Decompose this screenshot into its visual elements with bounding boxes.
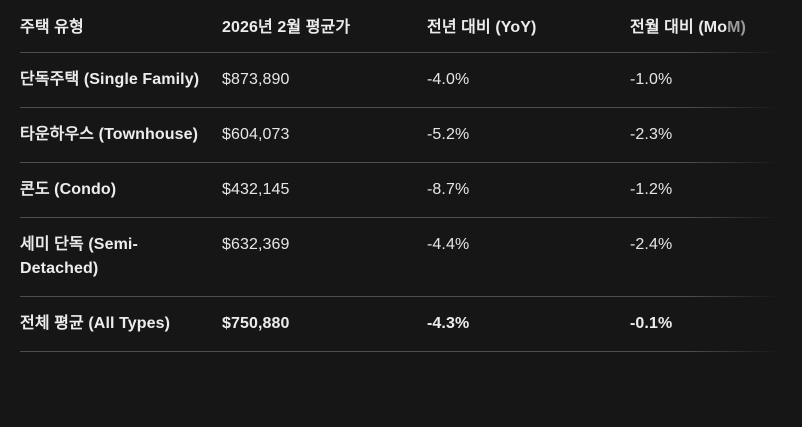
cell-housing-type: 단독주택 (Single Family) xyxy=(20,71,200,88)
cell-housing-type: 전체 평균 (All Types) xyxy=(20,315,171,332)
cell-housing-type: 콘도 (Condo) xyxy=(20,181,117,198)
cell-housing-type: 타운하우스 (Townhouse) xyxy=(20,126,199,143)
cell-avg-price: $750,880 xyxy=(222,315,290,332)
cell-yoy: -4.0% xyxy=(427,71,470,88)
cell-mom: -1.0% xyxy=(630,71,673,88)
cell-yoy: -4.4% xyxy=(427,236,470,253)
table-row-all-types-average: 전체 평균 (All Types) $750,880 -4.3% -0.1% xyxy=(20,297,782,352)
cell-yoy: -8.7% xyxy=(427,181,470,198)
table-header-row: 주택 유형 2026년 2월 평균가 전년 대비 (YoY) 전월 대비 (Mo… xyxy=(20,0,782,53)
cell-housing-type: 세미 단독 (Semi-Detached) xyxy=(20,236,138,277)
cell-mom: -1.2% xyxy=(630,181,673,198)
housing-price-table: 주택 유형 2026년 2월 평균가 전년 대비 (YoY) 전월 대비 (Mo… xyxy=(20,0,782,352)
column-header-avg-price: 2026년 2월 평균가 xyxy=(222,19,351,36)
cell-avg-price: $632,369 xyxy=(222,236,290,253)
cell-mom: -2.4% xyxy=(630,236,673,253)
cell-yoy: -4.3% xyxy=(427,315,470,332)
cell-yoy: -5.2% xyxy=(427,126,470,143)
cell-mom: -2.3% xyxy=(630,126,673,143)
column-header-mom-faded-tail: M) xyxy=(727,19,746,36)
table-row-townhouse: 타운하우스 (Townhouse) $604,073 -5.2% -2.3% xyxy=(20,108,782,163)
cell-avg-price: $604,073 xyxy=(222,126,290,143)
cell-mom: -0.1% xyxy=(630,315,673,332)
cell-avg-price: $873,890 xyxy=(222,71,290,88)
column-header-yoy: 전년 대비 (YoY) xyxy=(427,19,537,36)
table-row-single-family: 단독주택 (Single Family) $873,890 -4.0% -1.0… xyxy=(20,53,782,108)
column-header-mom-main: 전월 대비 (Mo xyxy=(630,19,728,36)
table-row-semi-detached: 세미 단독 (Semi-Detached) $632,369 -4.4% -2.… xyxy=(20,218,782,297)
table-row-condo: 콘도 (Condo) $432,145 -8.7% -1.2% xyxy=(20,163,782,218)
cell-avg-price: $432,145 xyxy=(222,181,290,198)
column-header-mom: 전월 대비 (MoM) xyxy=(630,16,782,40)
column-header-housing-type: 주택 유형 xyxy=(20,19,84,36)
